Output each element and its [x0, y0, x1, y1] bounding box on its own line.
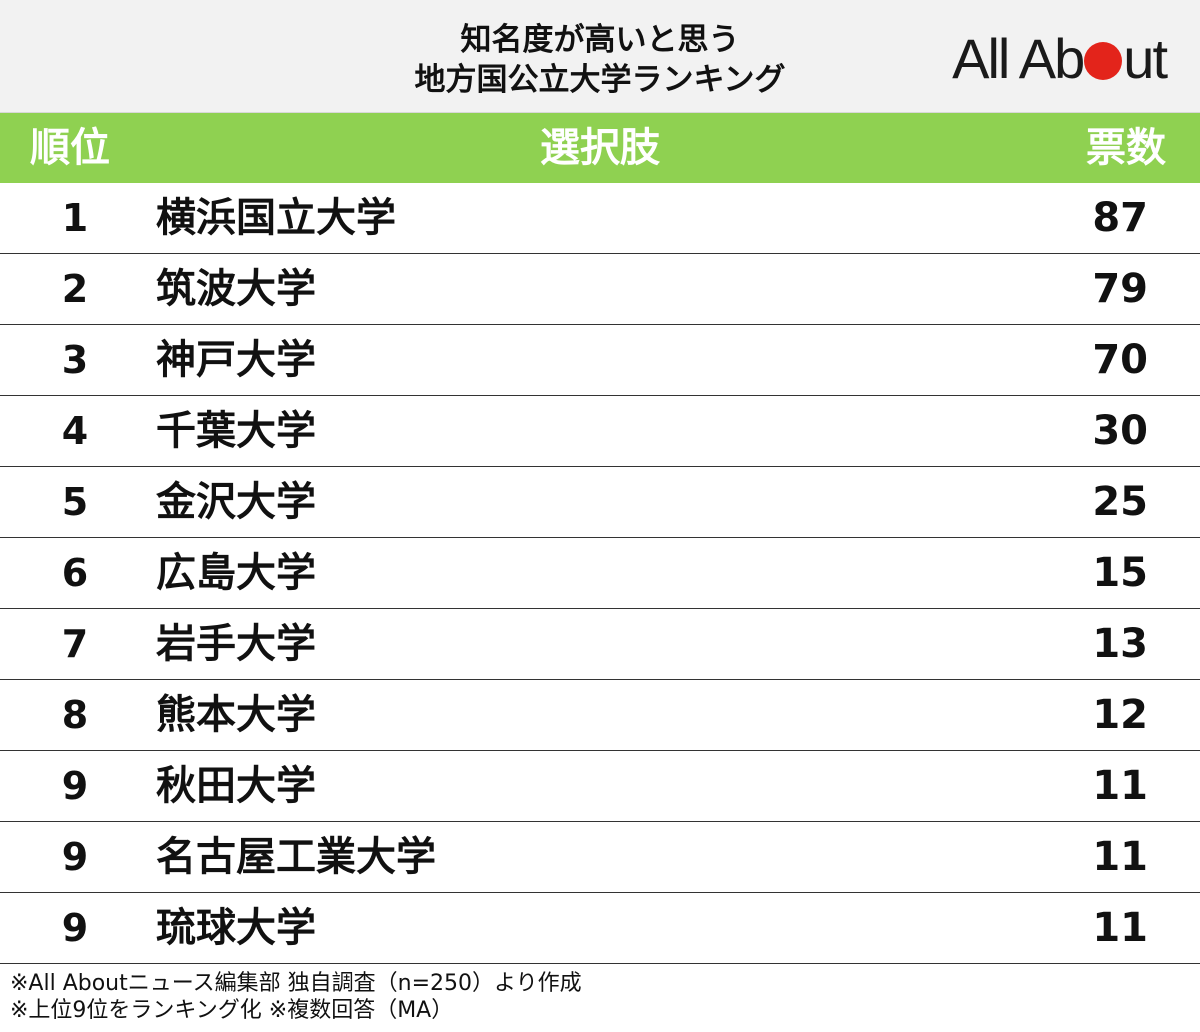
table-row: 8 熊本大学 12	[0, 680, 1200, 751]
table-row: 9 秋田大学 11	[0, 751, 1200, 822]
rank-cell: 2	[61, 267, 89, 311]
rank-cell: 1	[61, 196, 89, 240]
footer-note-source: ※All Aboutニュース編集部 独自調査（n=250）より作成	[10, 971, 582, 996]
rank-cell: 6	[61, 551, 89, 595]
table-row: 6 広島大学 15	[0, 538, 1200, 609]
votes-cell: 11	[1092, 763, 1148, 809]
rank-cell: 9	[61, 835, 89, 879]
table-row: 2 筑波大学 79	[0, 254, 1200, 325]
allabout-logo: All Ab ut	[952, 26, 1168, 91]
votes-cell: 15	[1092, 550, 1148, 596]
logo-text-1: All Ab	[952, 27, 1085, 90]
table-row: 9 名古屋工業大学 11	[0, 822, 1200, 893]
university-name-cell: 横浜国立大学	[156, 195, 396, 241]
rank-cell: 3	[61, 338, 89, 382]
footer-notes: ※All Aboutニュース編集部 独自調査（n=250）より作成 ※上位9位を…	[0, 964, 1200, 1024]
university-name-cell: 金沢大学	[156, 479, 316, 525]
table-header: 選択肢 順位 票数	[0, 113, 1200, 183]
rank-cell: 4	[61, 409, 89, 453]
table-row: 4 千葉大学 30	[0, 396, 1200, 467]
university-name-cell: 熊本大学	[156, 692, 316, 738]
table-row: 7 岩手大学 13	[0, 609, 1200, 680]
rank-cell: 9	[61, 764, 89, 808]
header: 知名度が高いと思う 地方国公立大学ランキング All Ab ut	[0, 0, 1200, 113]
table-row: 9 琉球大学 11	[0, 893, 1200, 964]
university-name-cell: 岩手大学	[156, 621, 316, 667]
votes-cell: 79	[1092, 266, 1148, 312]
ranking-table-body: 1 横浜国立大学 87 2 筑波大学 79 3 神戸大学 70 4 千葉大学 30 5 金沢大学 25 6 広島…	[0, 183, 1200, 964]
votes-cell: 87	[1092, 195, 1148, 241]
logo-text-2: ut	[1123, 27, 1168, 90]
votes-cell: 30	[1092, 408, 1148, 454]
title-line-1: 知名度が高いと思う	[460, 22, 740, 58]
title-line-2: 地方国公立大学ランキング	[414, 62, 786, 98]
table-row: 3 神戸大学 70	[0, 325, 1200, 396]
votes-cell: 11	[1092, 905, 1148, 951]
column-header-votes: 票数	[1086, 125, 1166, 171]
university-name-cell: 筑波大学	[156, 266, 316, 312]
votes-cell: 12	[1092, 692, 1148, 738]
university-name-cell: 名古屋工業大学	[156, 834, 436, 880]
university-name-cell: 琉球大学	[156, 905, 316, 951]
votes-cell: 70	[1092, 337, 1148, 383]
votes-cell: 13	[1092, 621, 1148, 667]
chart-title: 知名度が高いと思う 地方国公立大学ランキング	[0, 20, 1200, 100]
votes-cell: 11	[1092, 834, 1148, 880]
votes-cell: 25	[1092, 479, 1148, 525]
rank-cell: 9	[61, 906, 89, 950]
footer-note-method: ※上位9位をランキング化 ※複数回答（MA）	[10, 998, 454, 1023]
column-header-rank: 順位	[30, 125, 110, 171]
logo-red-dot-icon	[1084, 42, 1123, 80]
university-name-cell: 神戸大学	[156, 337, 316, 383]
university-name-cell: 広島大学	[156, 550, 316, 596]
rank-cell: 7	[61, 622, 89, 666]
column-header-choice: 選択肢	[540, 125, 660, 171]
table-row: 1 横浜国立大学 87	[0, 183, 1200, 254]
university-name-cell: 秋田大学	[156, 763, 316, 809]
rank-cell: 8	[61, 693, 89, 737]
table-row: 5 金沢大学 25	[0, 467, 1200, 538]
university-name-cell: 千葉大学	[156, 408, 316, 454]
rank-cell: 5	[61, 480, 89, 524]
